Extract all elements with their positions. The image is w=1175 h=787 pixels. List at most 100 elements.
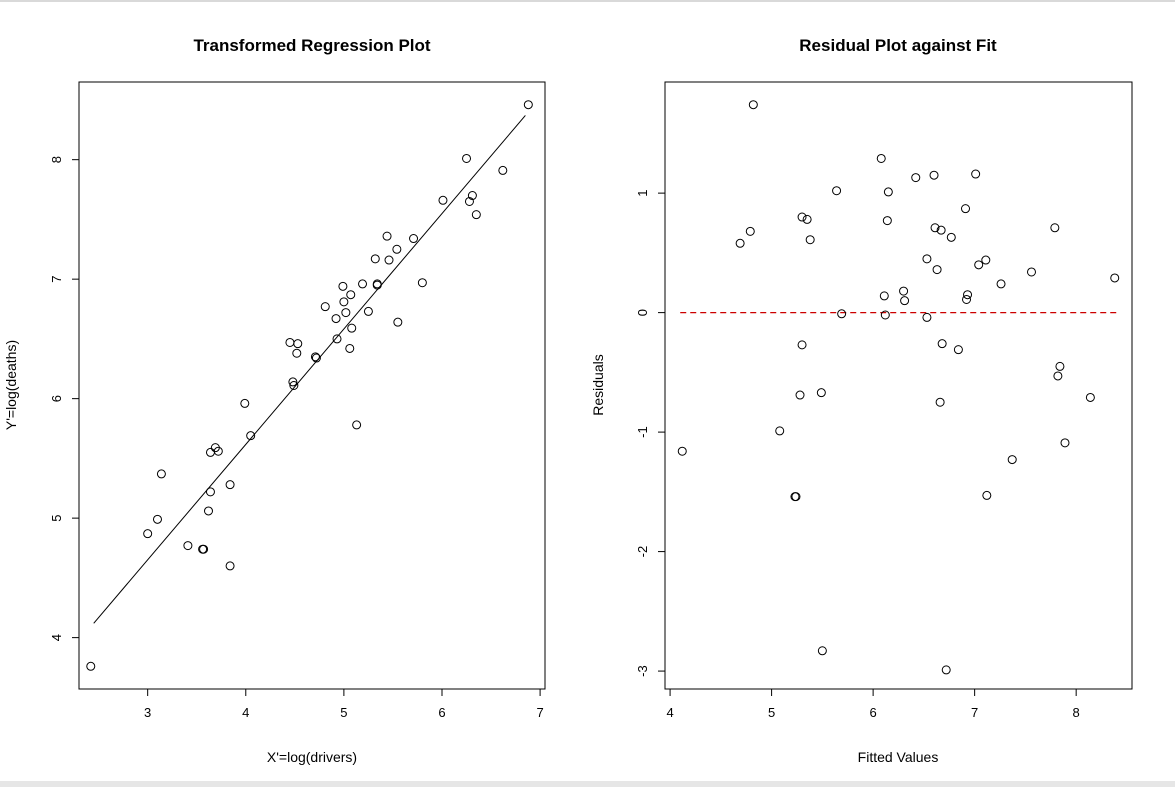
data-point — [384, 255, 394, 265]
data-point — [205, 447, 215, 457]
data-point — [86, 661, 96, 671]
data-point — [347, 323, 357, 333]
data-point — [911, 173, 921, 183]
y-tick-label: 8 — [49, 156, 64, 163]
data-point — [963, 290, 973, 300]
plot-frame — [664, 81, 1133, 690]
data-point — [961, 204, 971, 214]
data-point — [320, 302, 330, 312]
data-point — [498, 165, 508, 175]
data-point — [900, 296, 910, 306]
x-tick-label: 5 — [768, 705, 775, 720]
y-axis-label: Residuals — [590, 354, 606, 415]
data-point — [438, 195, 448, 205]
data-point — [331, 314, 341, 324]
x-axis: 3 4 5 6 7 — [144, 689, 544, 720]
data-point — [882, 216, 892, 226]
data-point — [735, 238, 745, 248]
data-point — [971, 169, 981, 179]
x-axis: 4 5 6 7 8 — [666, 689, 1080, 720]
data-point — [292, 348, 302, 358]
data-point — [1085, 392, 1095, 402]
data-point — [372, 279, 382, 289]
data-point — [471, 210, 481, 220]
chart-title: Residual Plot against Fit — [799, 36, 997, 55]
x-tick-label: 5 — [340, 705, 347, 720]
data-point — [462, 153, 472, 163]
data-point — [996, 279, 1006, 289]
data-point — [1026, 267, 1036, 277]
data-point — [936, 225, 946, 235]
data-point — [1007, 455, 1017, 465]
y-tick-label: -2 — [635, 546, 650, 558]
x-tick-label: 8 — [1073, 705, 1080, 720]
y-tick-label: -1 — [635, 426, 650, 438]
x-tick-label: 7 — [971, 705, 978, 720]
x-tick-label: 6 — [870, 705, 877, 720]
data-point — [205, 487, 215, 497]
data-point — [143, 529, 153, 539]
data-point — [417, 278, 427, 288]
data-point — [817, 646, 827, 656]
y-tick-label: 1 — [635, 190, 650, 197]
x-axis-label: Fitted Values — [858, 749, 939, 765]
data-point — [339, 297, 349, 307]
data-point — [946, 232, 956, 242]
data-point — [156, 469, 166, 479]
data-point — [288, 377, 298, 387]
residual-plot: Residual Plot against Fit 4 5 6 7 8 -3 -2 -1 0 1… — [590, 36, 1133, 765]
data-point — [311, 353, 321, 363]
data-point — [1060, 438, 1070, 448]
data-point — [293, 339, 303, 349]
data-point — [745, 226, 755, 236]
data-point — [370, 254, 380, 264]
data-point — [1053, 371, 1063, 381]
data-point — [152, 514, 162, 524]
data-point — [929, 170, 939, 180]
data-point — [805, 235, 815, 245]
data-point — [802, 214, 812, 224]
data-point — [363, 306, 373, 316]
data-point — [393, 317, 403, 327]
plot-frame — [78, 81, 546, 690]
data-point — [899, 286, 909, 296]
data-points — [86, 100, 533, 671]
data-point — [832, 186, 842, 196]
data-point — [225, 561, 235, 571]
data-point — [775, 426, 785, 436]
data-point — [962, 294, 972, 304]
x-tick-label: 7 — [536, 705, 543, 720]
y-tick-label: 5 — [49, 515, 64, 522]
data-point — [1050, 223, 1060, 233]
y-tick-label: 4 — [49, 634, 64, 641]
data-point — [941, 665, 951, 675]
data-point — [346, 290, 356, 300]
data-point — [199, 544, 209, 554]
data-point — [203, 506, 213, 516]
data-point — [937, 339, 947, 349]
regression-line — [93, 115, 526, 624]
data-point — [310, 352, 320, 362]
y-axis: -3 -2 -1 0 1 — [635, 190, 665, 677]
x-tick-label: 3 — [144, 705, 151, 720]
data-point — [837, 309, 847, 319]
x-tick-label: 4 — [666, 705, 673, 720]
data-point — [797, 340, 807, 350]
data-point — [409, 234, 419, 244]
data-point — [797, 212, 807, 222]
data-point — [981, 255, 991, 265]
data-point — [922, 254, 932, 264]
data-point — [523, 100, 533, 110]
y-tick-label: 7 — [49, 276, 64, 283]
data-point — [930, 223, 940, 233]
data-point — [352, 420, 362, 430]
data-point — [748, 100, 758, 110]
chart-title: Transformed Regression Plot — [193, 36, 430, 55]
data-point — [285, 337, 295, 347]
data-point — [341, 308, 351, 318]
window-bottom-border — [0, 781, 1175, 787]
data-points — [677, 100, 1120, 675]
data-point — [382, 231, 392, 241]
